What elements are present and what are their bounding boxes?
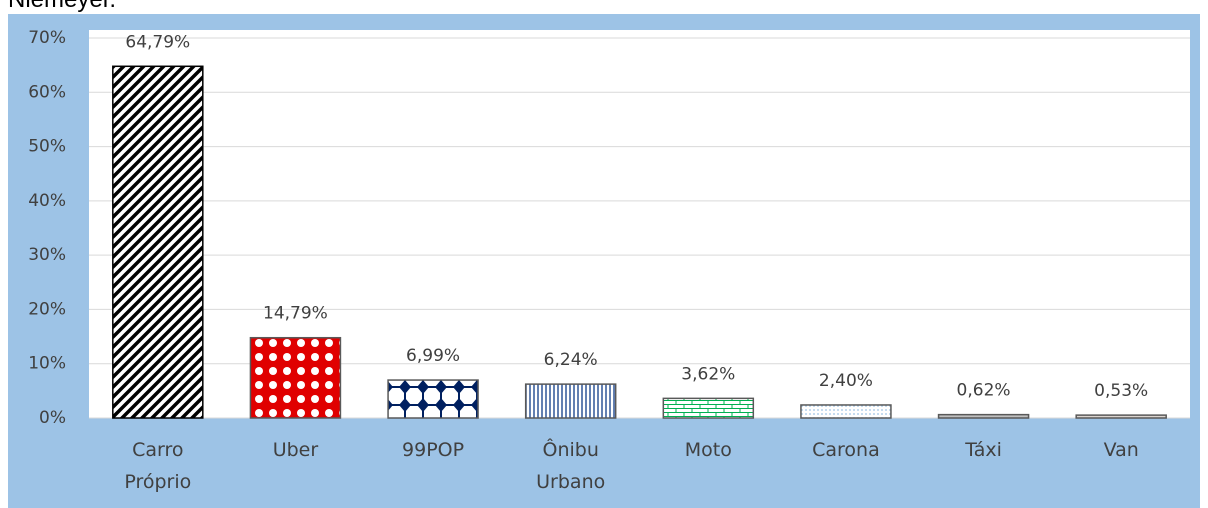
y-tick-label: 50% (28, 137, 66, 157)
bar (937, 413, 1030, 419)
y-tick-label: 10% (28, 354, 66, 374)
y-tick-label: 60% (28, 82, 66, 102)
data-label: 0,62% (957, 381, 1011, 401)
bar (249, 336, 342, 419)
x-tick-label: Van (1103, 439, 1139, 461)
x-tick-label: 99POP (402, 439, 465, 461)
x-tick-label: Uber (272, 439, 319, 461)
data-label: 14,79% (263, 304, 328, 324)
y-tick-label: 40% (28, 191, 66, 211)
bar (112, 65, 204, 419)
y-tick-label: 20% (28, 299, 66, 319)
y-tick-label: 30% (28, 245, 66, 265)
data-label: 0,53% (1094, 381, 1148, 401)
bar (800, 404, 892, 419)
bar (387, 379, 479, 419)
x-tick-label: Moto (684, 439, 732, 461)
bar (662, 397, 755, 419)
y-tick-label: 70% (28, 28, 66, 48)
caption: Niemeyer. (8, 0, 116, 14)
data-label: 64,79% (125, 32, 190, 52)
bar (1075, 414, 1167, 419)
data-label: 6,99% (406, 346, 460, 366)
bar (524, 383, 617, 419)
data-label: 6,24% (544, 350, 598, 370)
y-tick-label: 0% (39, 408, 66, 428)
x-tick-label: Carona (812, 439, 880, 461)
x-tick-label: Ônibu Urbano (536, 439, 606, 493)
x-tick-label: Táxi (965, 439, 1002, 461)
x-tick-label: Carro Próprio (124, 439, 192, 493)
data-label: 2,40% (819, 371, 873, 391)
data-label: 3,62% (681, 364, 735, 384)
